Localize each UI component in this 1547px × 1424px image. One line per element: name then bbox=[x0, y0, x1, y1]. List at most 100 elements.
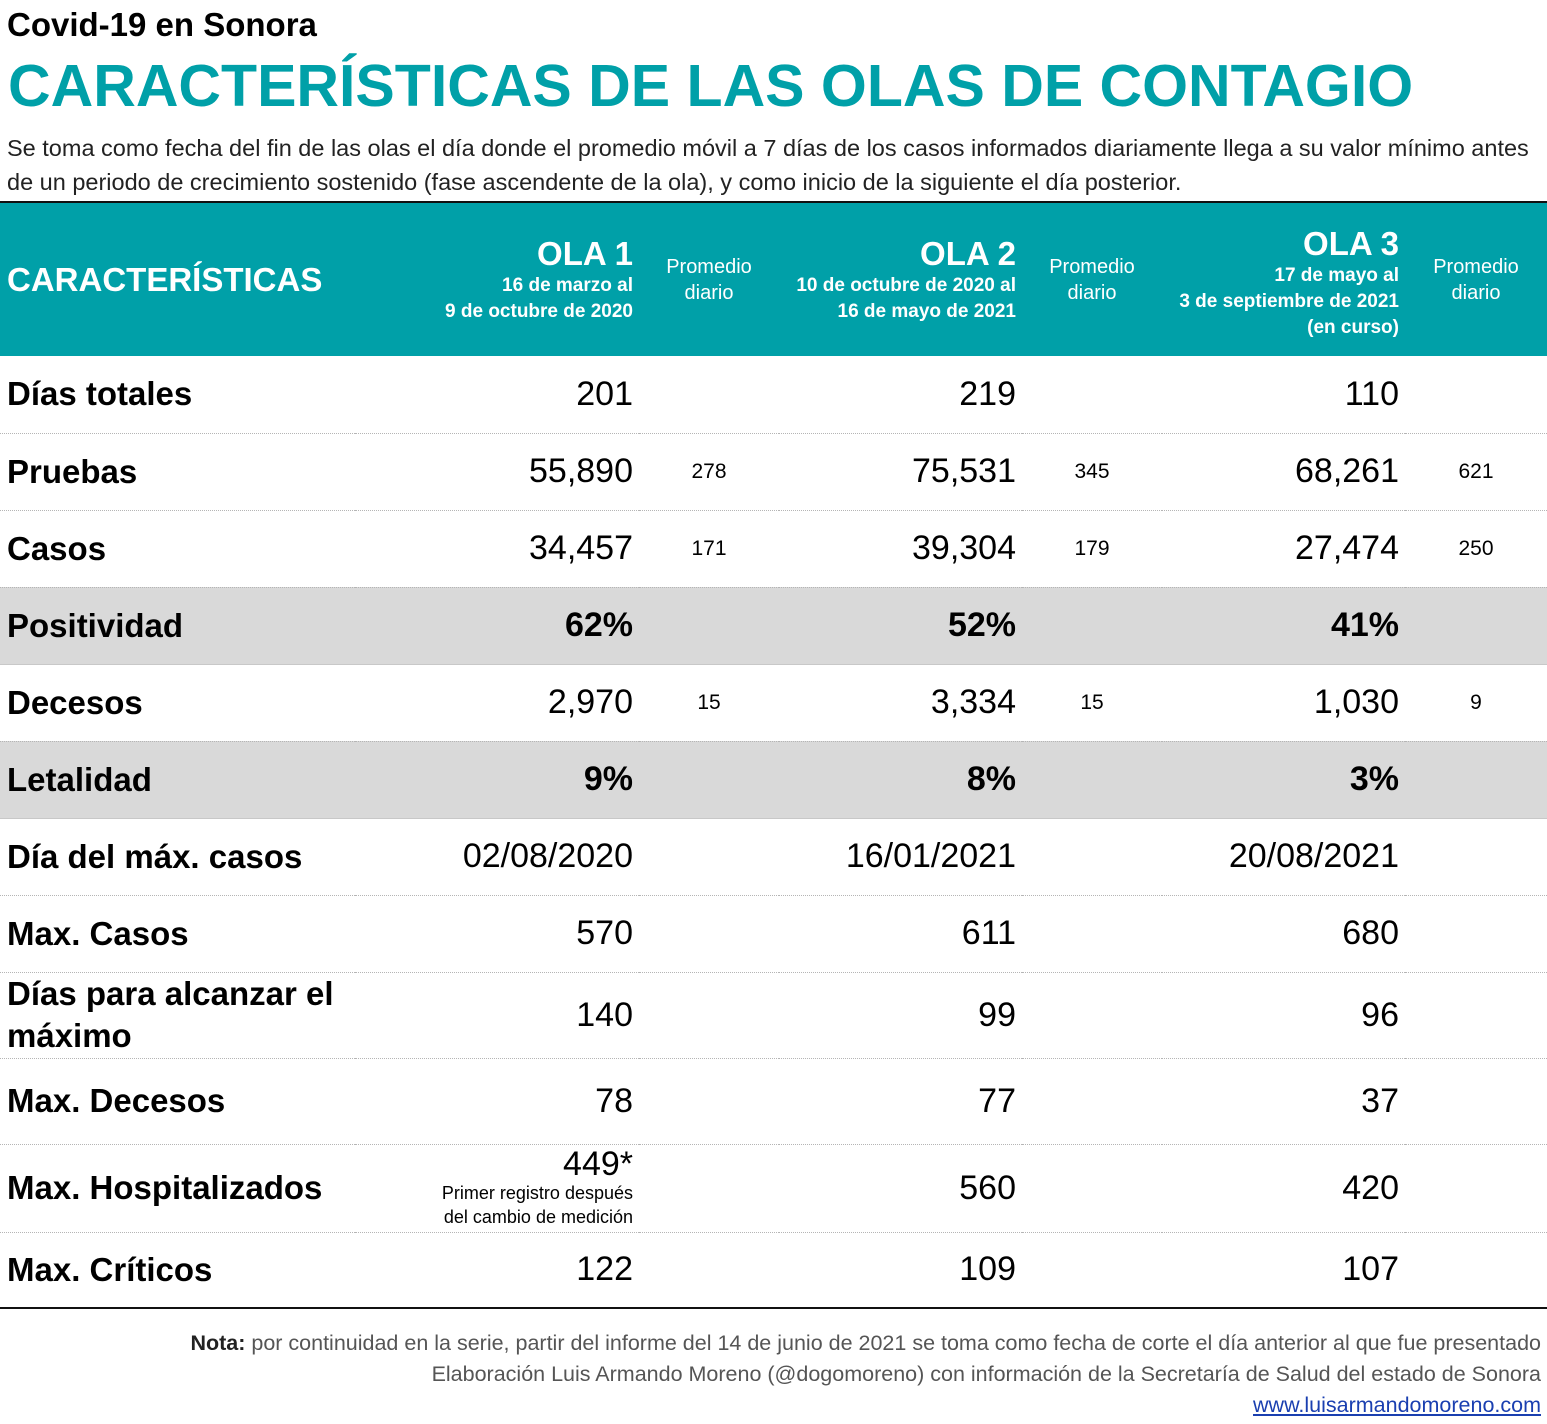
row-value: 75,531 bbox=[779, 433, 1022, 511]
row-promedio: 621 bbox=[1405, 433, 1547, 511]
value-cell-with-note: 449* Primer registro después del cambio d… bbox=[355, 1144, 639, 1233]
row-value: 1,030 bbox=[1162, 664, 1405, 742]
row-promedio bbox=[1405, 356, 1547, 434]
ola-dates: 17 de mayo al 3 de septiembre de 2021 (e… bbox=[1179, 264, 1399, 338]
row-label: Positividad bbox=[0, 587, 355, 665]
header-promedio: Promedio diario bbox=[639, 202, 779, 356]
header-ola-2: OLA 2 10 de octubre de 2020 al 16 de may… bbox=[779, 202, 1022, 356]
value-note: Primer registro después del cambio de me… bbox=[441, 1183, 633, 1227]
row-value: 201 bbox=[355, 356, 639, 434]
row-value: 16/01/2021 bbox=[779, 818, 1022, 896]
ola-name: OLA 1 bbox=[537, 234, 633, 272]
row-promedio bbox=[1022, 1232, 1162, 1309]
row-promedio bbox=[1405, 587, 1547, 665]
table-row: Max. Críticos 122 109 107 bbox=[0, 1232, 1547, 1309]
row-value: 41% bbox=[1162, 587, 1405, 665]
header-promedio: Promedio diario bbox=[1405, 202, 1547, 356]
row-value: 3% bbox=[1162, 741, 1405, 819]
row-promedio bbox=[1022, 972, 1162, 1059]
row-promedio bbox=[639, 895, 779, 973]
header-ola-1: OLA 1 16 de marzo al 9 de octubre de 202… bbox=[355, 202, 639, 356]
row-promedio: 278 bbox=[639, 433, 779, 511]
row-value: 37 bbox=[1162, 1058, 1405, 1145]
ola-name: OLA 2 bbox=[920, 234, 1016, 272]
subtitle: Se toma como fecha del fin de las olas e… bbox=[7, 135, 1529, 195]
ola-name: OLA 3 bbox=[1303, 224, 1399, 262]
row-value: 62% bbox=[355, 587, 639, 665]
header-promedio: Promedio diario bbox=[1022, 202, 1162, 356]
table-row: Max. Casos 570 611 680 bbox=[0, 895, 1547, 973]
table-row: Positividad 62% 52% 41% bbox=[0, 587, 1547, 665]
row-promedio bbox=[1022, 895, 1162, 973]
row-value: 20/08/2021 bbox=[1162, 818, 1405, 896]
table-row: Decesos 2,970 15 3,334 15 1,030 9 bbox=[0, 664, 1547, 742]
row-promedio bbox=[639, 1058, 779, 1145]
row-label: Pruebas bbox=[0, 433, 355, 511]
table-row: Max. Hospitalizados 449* Primer registro d… bbox=[0, 1144, 1547, 1233]
row-value: 77 bbox=[779, 1058, 1022, 1145]
row-value: 99 bbox=[779, 972, 1022, 1059]
row-promedio bbox=[639, 741, 779, 819]
row-value: 107 bbox=[1162, 1232, 1405, 1309]
row-promedio bbox=[1022, 587, 1162, 665]
row-value: 96 bbox=[1162, 972, 1405, 1059]
supertitle: Covid-19 en Sonora bbox=[7, 6, 317, 43]
row-value: 680 bbox=[1162, 895, 1405, 973]
row-promedio: 9 bbox=[1405, 664, 1547, 742]
row-value: 9% bbox=[355, 741, 639, 819]
table-row: Letalidad 9% 8% 3% bbox=[0, 741, 1547, 819]
row-value: 3,334 bbox=[779, 664, 1022, 742]
row-promedio bbox=[1405, 818, 1547, 896]
row-promedio bbox=[1022, 1058, 1162, 1145]
row-promedio bbox=[1405, 741, 1547, 819]
row-label: Max. Críticos bbox=[0, 1232, 355, 1309]
row-promedio: 171 bbox=[639, 510, 779, 588]
website-link[interactable]: www.luisarmandomoreno.com bbox=[1253, 1393, 1541, 1417]
row-label: Días para alcanzar el máximo bbox=[0, 972, 355, 1059]
row-promedio: 345 bbox=[1022, 433, 1162, 511]
row-promedio: 15 bbox=[639, 664, 779, 742]
row-promedio: 15 bbox=[1022, 664, 1162, 742]
row-value: 27,474 bbox=[1162, 510, 1405, 588]
row-label: Decesos bbox=[0, 664, 355, 742]
row-value: 140 bbox=[355, 972, 639, 1059]
row-label: Letalidad bbox=[0, 741, 355, 819]
row-promedio bbox=[1405, 1144, 1547, 1233]
note-text: por continuidad en la serie, partir del … bbox=[245, 1331, 1541, 1355]
footer: Nota: por continuidad en la serie, parti… bbox=[190, 1328, 1541, 1421]
row-value: 560 bbox=[779, 1144, 1022, 1233]
note-label: Nota: bbox=[190, 1331, 246, 1355]
row-label: Max. Casos bbox=[0, 895, 355, 973]
row-value: 219 bbox=[779, 356, 1022, 434]
table-row: Días para alcanzar el máximo 140 99 96 bbox=[0, 972, 1547, 1059]
row-promedio bbox=[639, 587, 779, 665]
row-promedio bbox=[639, 1144, 779, 1233]
row-promedio bbox=[639, 818, 779, 896]
row-promedio bbox=[1405, 895, 1547, 973]
table-row: Casos 34,457 171 39,304 179 27,474 250 bbox=[0, 510, 1547, 588]
table-row: Pruebas 55,890 278 75,531 345 68,261 621 bbox=[0, 433, 1547, 511]
row-promedio bbox=[1405, 1058, 1547, 1145]
row-value: 420 bbox=[1162, 1144, 1405, 1233]
row-value: 78 bbox=[355, 1058, 639, 1145]
table-row: Max. Decesos 78 77 37 bbox=[0, 1058, 1547, 1145]
row-promedio bbox=[1022, 1144, 1162, 1233]
row-promedio: 179 bbox=[1022, 510, 1162, 588]
row-promedio bbox=[1022, 818, 1162, 896]
row-label: Max. Hospitalizados bbox=[0, 1144, 355, 1233]
row-value: 109 bbox=[779, 1232, 1022, 1309]
table-header-row: CARACTERÍSTICAS OLA 1 16 de marzo al 9 d… bbox=[0, 202, 1547, 356]
row-value: 570 bbox=[355, 895, 639, 973]
row-value: 2,970 bbox=[355, 664, 639, 742]
row-value: 68,261 bbox=[1162, 433, 1405, 511]
row-value: 611 bbox=[779, 895, 1022, 973]
ola-dates: 16 de marzo al 9 de octubre de 2020 bbox=[445, 274, 633, 322]
row-label: Max. Decesos bbox=[0, 1058, 355, 1145]
ola-dates: 10 de octubre de 2020 al 16 de mayo de 2… bbox=[796, 274, 1016, 322]
row-value: 55,890 bbox=[355, 433, 639, 511]
row-label: Días totales bbox=[0, 356, 355, 434]
row-value: 110 bbox=[1162, 356, 1405, 434]
row-value: 8% bbox=[779, 741, 1022, 819]
footer-credit: Elaboración Luis Armando Moreno (@dogomo… bbox=[431, 1362, 1541, 1386]
row-promedio bbox=[639, 356, 779, 434]
